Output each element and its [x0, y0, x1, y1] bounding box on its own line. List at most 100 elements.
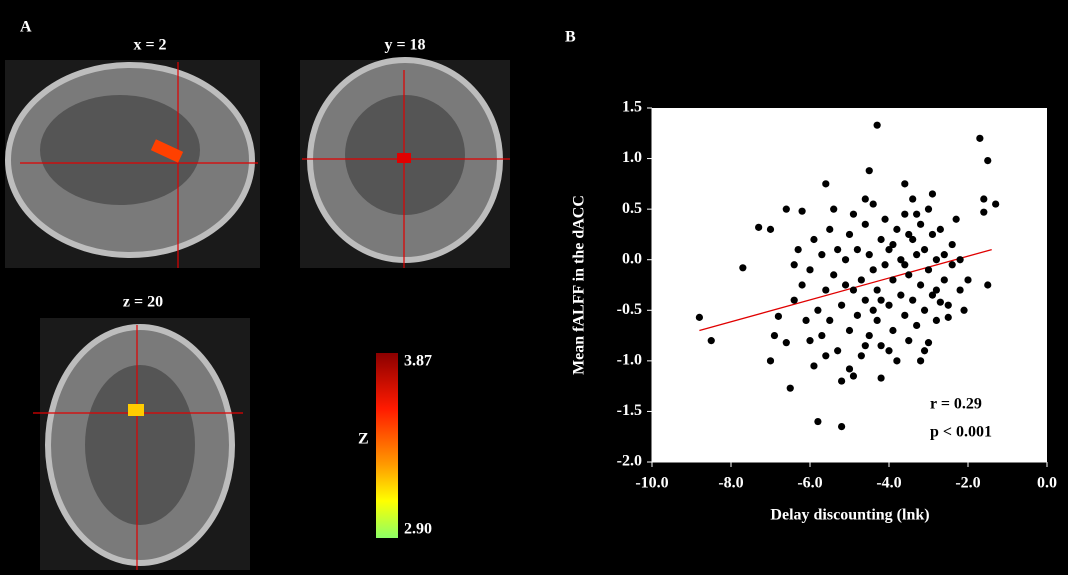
point [866, 167, 873, 174]
slice-label: x = 2 [133, 37, 166, 54]
point [889, 327, 896, 334]
point [984, 157, 991, 164]
point [814, 418, 821, 425]
colorbar: Z 3.87 2.90 [358, 353, 432, 538]
point [885, 347, 892, 354]
point [933, 317, 940, 324]
point [846, 231, 853, 238]
point [826, 317, 833, 324]
point [925, 266, 932, 273]
x-tick-label: -2.0 [955, 475, 980, 492]
point [862, 342, 869, 349]
colorbar-tick: 3.87 [404, 353, 432, 370]
point [925, 206, 932, 213]
point [878, 342, 885, 349]
point [921, 347, 928, 354]
y-tick-label: -1.0 [617, 352, 642, 369]
annotation: p < 0.001 [930, 424, 992, 441]
point [696, 314, 703, 321]
point [822, 286, 829, 293]
point [862, 297, 869, 304]
point [945, 302, 952, 309]
point [870, 307, 877, 314]
point [795, 246, 802, 253]
x-tick-label: -4.0 [876, 475, 901, 492]
point [755, 224, 762, 231]
point [889, 241, 896, 248]
point [925, 339, 932, 346]
point [957, 256, 964, 263]
x-tick-label: -6.0 [797, 475, 822, 492]
point [953, 216, 960, 223]
point [806, 337, 813, 344]
point [960, 307, 967, 314]
y-tick-label: -1.5 [617, 402, 642, 419]
point [846, 327, 853, 334]
x-tick-label: -8.0 [718, 475, 743, 492]
point [802, 317, 809, 324]
point [838, 302, 845, 309]
point [822, 180, 829, 187]
point [838, 377, 845, 384]
point [787, 385, 794, 392]
point [881, 261, 888, 268]
point [913, 322, 920, 329]
slice-label: y = 18 [384, 37, 425, 54]
y-tick-label: 0.0 [622, 250, 642, 267]
point [909, 195, 916, 202]
point [881, 216, 888, 223]
point [858, 352, 865, 359]
point [929, 190, 936, 197]
colorbar-scale [376, 353, 398, 538]
point [866, 332, 873, 339]
axial-slice [33, 318, 250, 570]
point [767, 357, 774, 364]
point [917, 357, 924, 364]
point [980, 195, 987, 202]
point [957, 286, 964, 293]
point [791, 297, 798, 304]
point [933, 286, 940, 293]
x-axis-title: Delay discounting (lnk) [770, 507, 929, 524]
point [838, 423, 845, 430]
y-tick-label: -2.0 [617, 453, 642, 470]
point [945, 314, 952, 321]
point [913, 211, 920, 218]
point [980, 209, 987, 216]
point [964, 276, 971, 283]
point [791, 261, 798, 268]
y-tick-label: -0.5 [617, 301, 642, 318]
y-tick-label: 0.5 [622, 200, 642, 217]
point [866, 251, 873, 258]
point [850, 211, 857, 218]
point [850, 372, 857, 379]
point [834, 246, 841, 253]
point [783, 206, 790, 213]
point [949, 261, 956, 268]
point [889, 276, 896, 283]
colorbar-label: Z [358, 431, 369, 448]
point [878, 297, 885, 304]
coronal-slice [300, 60, 510, 268]
point [874, 286, 881, 293]
panel-a: A x = 2 y = 18 z = 20 Z 3.87 [5, 19, 510, 570]
point [818, 251, 825, 258]
point [830, 206, 837, 213]
point [850, 286, 857, 293]
colorbar-tick: 2.90 [404, 521, 432, 538]
point [878, 374, 885, 381]
point [909, 297, 916, 304]
point [830, 271, 837, 278]
point [921, 307, 928, 314]
point [917, 281, 924, 288]
point [854, 246, 861, 253]
point [937, 226, 944, 233]
point [937, 299, 944, 306]
point [905, 271, 912, 278]
panel-letter: A [20, 19, 32, 36]
point [810, 236, 817, 243]
point [822, 352, 829, 359]
point [862, 195, 869, 202]
point [913, 251, 920, 258]
x-tick-label: 0.0 [1037, 475, 1057, 492]
